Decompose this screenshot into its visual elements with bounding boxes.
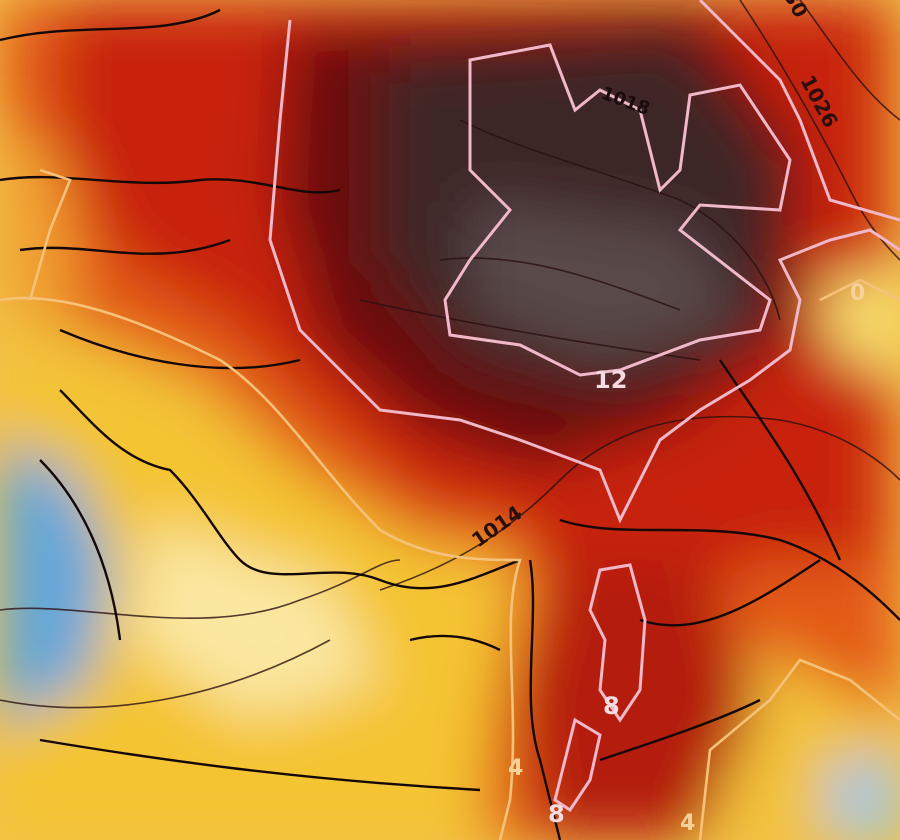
isotherm-label: 0 [850,281,865,306]
isotherm-labels: 12 8 8 4 4 0 [508,281,865,836]
isotherm-label: 8 [548,800,565,828]
isotherm-label: 12 [594,366,627,394]
isotherm-label: 4 [508,756,523,781]
isotherm-label: 4 [680,811,695,836]
isobar-lines [0,0,900,709]
isotherm-warm-lines [0,168,900,840]
country-borders [0,8,900,840]
isotherm-lines [268,0,900,813]
isotherm-label: 8 [603,692,620,720]
